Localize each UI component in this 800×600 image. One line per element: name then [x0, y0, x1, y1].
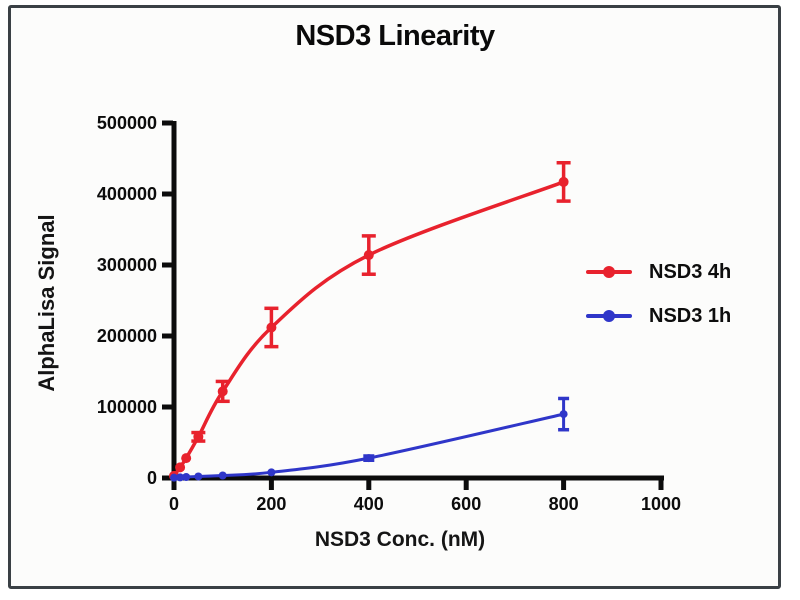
legend-marker-blue-dot-icon [603, 310, 615, 322]
svg-text:200: 200 [256, 494, 286, 514]
svg-text:200000: 200000 [97, 326, 157, 346]
svg-text:0: 0 [169, 494, 179, 514]
svg-text:600: 600 [451, 494, 481, 514]
svg-text:400000: 400000 [97, 184, 157, 204]
svg-text:100000: 100000 [97, 397, 157, 417]
y-axis-label: AlphaLisa Signal [34, 214, 59, 392]
legend-label: NSD3 4h [649, 260, 732, 283]
legend-item-nsd3-1h: NSD3 1h [586, 302, 731, 330]
legend-label: NSD3 1h [649, 304, 732, 327]
svg-text:0: 0 [147, 468, 157, 488]
legend-item-nsd3-4h: NSD3 4h [586, 258, 731, 286]
figure-frame [8, 5, 781, 589]
svg-text:1000: 1000 [641, 494, 681, 514]
chart-title: NSD3 Linearity [295, 20, 495, 52]
x-axis-label: NSD3 Conc. (nM) [314, 528, 486, 551]
svg-text:500000: 500000 [97, 113, 157, 133]
legend-line-blue [586, 310, 632, 322]
legend: NSD3 4h NSD3 1h [586, 258, 731, 346]
svg-text:400: 400 [354, 494, 384, 514]
svg-text:300000: 300000 [97, 255, 157, 275]
legend-line-red [586, 266, 632, 278]
legend-marker-red-dot-icon [603, 266, 615, 278]
svg-text:800: 800 [549, 494, 579, 514]
